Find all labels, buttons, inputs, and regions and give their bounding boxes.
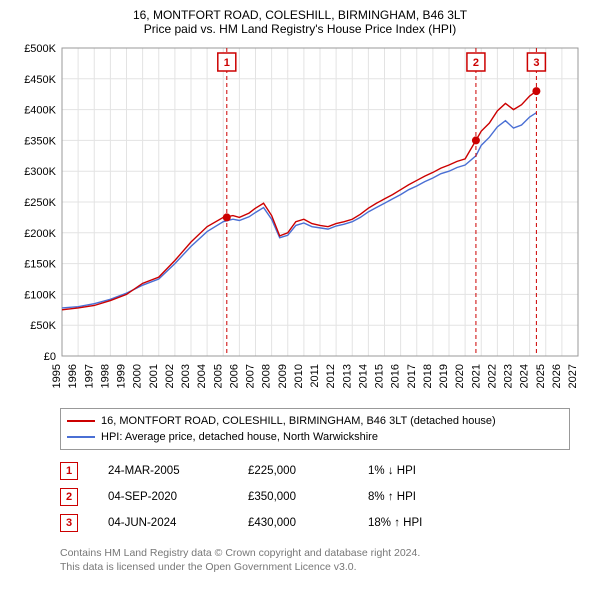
svg-text:2000: 2000 (132, 364, 144, 388)
legend-row: HPI: Average price, detached house, Nort… (67, 429, 563, 445)
svg-text:2018: 2018 (422, 364, 434, 388)
svg-text:2025: 2025 (535, 364, 547, 388)
svg-text:£400K: £400K (24, 105, 56, 117)
transaction-row: 3 04-JUN-2024 £430,000 18% ↑ HPI (60, 510, 570, 536)
transaction-row: 1 24-MAR-2005 £225,000 1% ↓ HPI (60, 458, 570, 484)
marker-badge: 1 (60, 462, 78, 480)
chart-title: 16, MONTFORT ROAD, COLESHILL, BIRMINGHAM… (10, 8, 590, 22)
chart-container: 16, MONTFORT ROAD, COLESHILL, BIRMINGHAM… (0, 0, 600, 590)
svg-text:2023: 2023 (503, 364, 515, 388)
svg-text:1998: 1998 (99, 364, 111, 388)
legend-label: HPI: Average price, detached house, Nort… (101, 431, 378, 443)
legend-label: 16, MONTFORT ROAD, COLESHILL, BIRMINGHAM… (101, 415, 496, 427)
svg-text:1: 1 (224, 57, 230, 69)
transaction-date: 04-JUN-2024 (108, 517, 218, 529)
svg-text:£300K: £300K (24, 166, 56, 178)
svg-text:2005: 2005 (212, 364, 224, 388)
svg-text:2026: 2026 (551, 364, 563, 388)
svg-text:2027: 2027 (567, 364, 579, 388)
svg-text:1997: 1997 (83, 364, 95, 388)
transaction-date: 24-MAR-2005 (108, 465, 218, 477)
footer-attribution: Contains HM Land Registry data © Crown c… (60, 546, 590, 574)
transaction-row: 2 04-SEP-2020 £350,000 8% ↑ HPI (60, 484, 570, 510)
svg-text:1995: 1995 (51, 364, 63, 388)
legend-box: 16, MONTFORT ROAD, COLESHILL, BIRMINGHAM… (60, 408, 570, 450)
svg-text:2011: 2011 (309, 364, 321, 388)
svg-text:2006: 2006 (228, 364, 240, 388)
chart-plot: £0 £50K £100K £150K £200K £250K £300K £350K £400… (10, 42, 590, 402)
svg-text:2020: 2020 (454, 364, 466, 388)
svg-text:2009: 2009 (277, 364, 289, 388)
svg-text:£0: £0 (44, 351, 56, 363)
footer-line: Contains HM Land Registry data © Crown c… (60, 546, 590, 560)
transaction-delta: 1% ↓ HPI (368, 465, 488, 477)
svg-text:£100K: £100K (24, 289, 56, 301)
marker-badge: 3 (60, 514, 78, 532)
svg-text:£50K: £50K (30, 320, 56, 332)
svg-text:2017: 2017 (406, 364, 418, 388)
transaction-price: £225,000 (248, 465, 338, 477)
svg-text:2012: 2012 (325, 364, 337, 388)
transactions-table: 1 24-MAR-2005 £225,000 1% ↓ HPI 2 04-SEP-2020… (60, 458, 570, 536)
svg-text:£450K: £450K (24, 74, 56, 86)
svg-text:2004: 2004 (196, 364, 208, 388)
footer-line: This data is licensed under the Open Gov… (60, 560, 590, 574)
svg-text:2021: 2021 (470, 364, 482, 388)
marker-badge: 2 (60, 488, 78, 506)
svg-text:2016: 2016 (390, 364, 402, 388)
svg-text:2013: 2013 (341, 364, 353, 388)
transaction-date: 04-SEP-2020 (108, 491, 218, 503)
svg-text:2019: 2019 (438, 364, 450, 388)
svg-text:£200K: £200K (24, 228, 56, 240)
svg-text:2007: 2007 (245, 364, 257, 388)
svg-text:2010: 2010 (293, 364, 305, 388)
svg-text:2002: 2002 (164, 364, 176, 388)
svg-text:2024: 2024 (519, 364, 531, 388)
svg-text:2022: 2022 (486, 364, 498, 388)
svg-text:1999: 1999 (116, 364, 128, 388)
chart-subtitle: Price paid vs. HM Land Registry's House … (10, 22, 590, 36)
svg-text:2008: 2008 (261, 364, 273, 388)
svg-text:1996: 1996 (67, 364, 79, 388)
svg-text:£150K: £150K (24, 259, 56, 271)
svg-text:2001: 2001 (148, 364, 160, 388)
svg-text:3: 3 (533, 57, 539, 69)
svg-text:2015: 2015 (374, 364, 386, 388)
svg-text:2003: 2003 (180, 364, 192, 388)
svg-text:£250K: £250K (24, 197, 56, 209)
svg-text:£350K: £350K (24, 135, 56, 147)
svg-text:£500K: £500K (24, 43, 56, 55)
svg-text:2: 2 (473, 57, 479, 69)
transaction-delta: 8% ↑ HPI (368, 491, 488, 503)
legend-swatch (67, 436, 95, 438)
transaction-price: £350,000 (248, 491, 338, 503)
legend-swatch (67, 420, 95, 422)
svg-text:2014: 2014 (357, 364, 369, 388)
transaction-price: £430,000 (248, 517, 338, 529)
transaction-delta: 18% ↑ HPI (368, 517, 488, 529)
legend-row: 16, MONTFORT ROAD, COLESHILL, BIRMINGHAM… (67, 413, 563, 429)
